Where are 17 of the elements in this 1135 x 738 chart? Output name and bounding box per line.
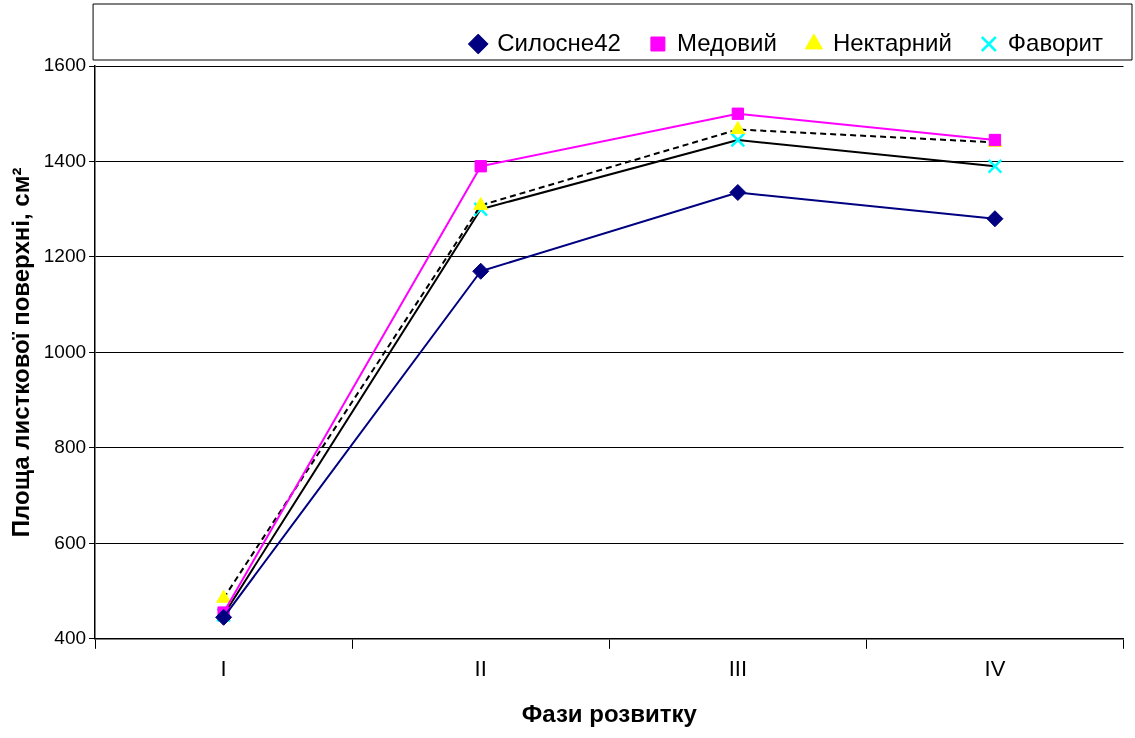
legend-label: Медовий [676, 28, 777, 56]
legend-label: Нектарний [832, 28, 952, 56]
x-tick-label: IV [984, 656, 1006, 682]
x-tick-label: I [220, 656, 227, 682]
x-tick-label: II [474, 656, 487, 682]
legend-label: Фаворит [1007, 28, 1104, 56]
y-tick-label: 1400 [43, 149, 87, 171]
y-tick-label: 1200 [43, 245, 87, 267]
y-tick-label: 600 [54, 531, 87, 553]
x-axis-title: Фази розвитку [521, 700, 698, 728]
y-axis-title: Площа листкової поверхні, см² [7, 167, 35, 538]
legend-label: Силосне42 [497, 28, 621, 56]
y-tick-label: 400 [54, 627, 87, 649]
x-tick-label: III [728, 656, 748, 682]
y-tick-label: 800 [54, 436, 87, 458]
y-tick-label: 1000 [43, 340, 87, 362]
y-tick-label: 1600 [43, 54, 87, 76]
